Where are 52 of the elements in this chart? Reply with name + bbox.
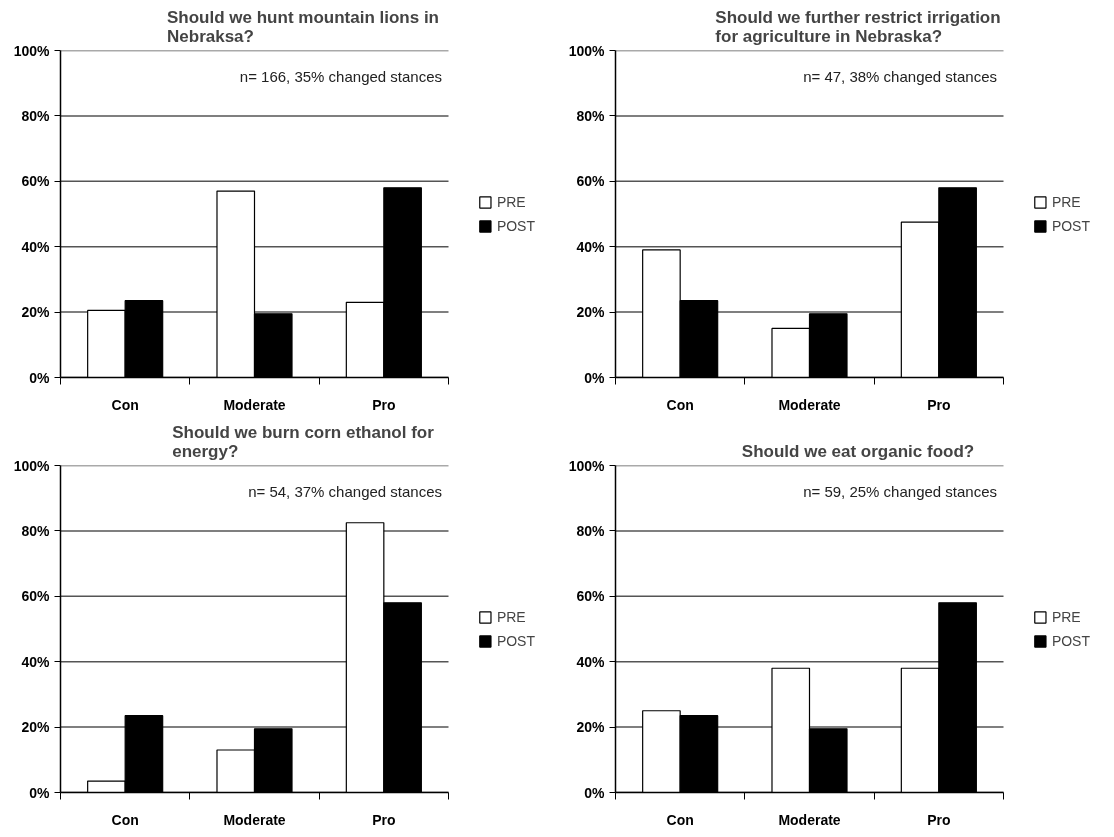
x-tick-label: Pro <box>372 396 396 413</box>
y-tick-label: 40% <box>576 653 606 670</box>
annotation: n= 59, 25% changed stances <box>803 483 998 501</box>
y-tick-label: 0% <box>29 784 51 801</box>
x-tick-label: Pro <box>372 811 396 828</box>
annotation: n= 47, 38% changed stances <box>803 68 998 86</box>
x-tick-label: Moderate <box>223 811 286 828</box>
y-tick-label: 80% <box>576 522 606 539</box>
x-tick-label: Moderate <box>778 396 841 413</box>
x-tick-label: Moderate <box>778 811 841 828</box>
legend-label: POST <box>496 217 535 234</box>
y-tick-label: 20% <box>576 719 606 736</box>
annotation: n= 166, 35% changed stances <box>239 68 443 86</box>
y-tick-label: 60% <box>21 588 51 605</box>
y-tick-label: 0% <box>584 784 606 801</box>
x-tick-label: Con <box>111 811 139 828</box>
y-tick-label: 20% <box>21 304 51 321</box>
chart-title: Should we burn corn ethanol for energy? <box>172 422 435 461</box>
y-tick-label: 20% <box>576 304 606 321</box>
legend-label: PRE <box>1051 608 1081 625</box>
y-tick-label: 100% <box>568 42 606 59</box>
y-tick-label: 100% <box>13 457 51 474</box>
y-tick-label: 40% <box>576 238 606 255</box>
y-tick-label: 80% <box>21 107 51 124</box>
x-tick-label: Moderate <box>223 396 286 413</box>
legend-label: POST <box>496 632 535 649</box>
y-tick-label: 60% <box>21 173 51 190</box>
legend-label: POST <box>1051 217 1090 234</box>
y-tick-label: 60% <box>576 173 606 190</box>
y-tick-label: 20% <box>21 719 51 736</box>
legend-label: POST <box>1051 632 1090 649</box>
y-tick-label: 0% <box>29 369 51 386</box>
y-tick-label: 40% <box>21 653 51 670</box>
y-tick-label: 40% <box>21 238 51 255</box>
legend-label: PRE <box>496 608 526 625</box>
legend-label: PRE <box>496 193 526 210</box>
y-tick-label: 80% <box>576 107 606 124</box>
x-tick-label: Con <box>666 396 694 413</box>
annotation: n= 54, 37% changed stances <box>248 483 443 501</box>
y-tick-label: 60% <box>576 588 606 605</box>
x-tick-label: Pro <box>927 396 951 413</box>
legend-label: PRE <box>1051 193 1081 210</box>
y-tick-label: 80% <box>21 522 51 539</box>
y-tick-label: 100% <box>568 457 606 474</box>
chart-title: Should we hunt mountain lions in Nebraksa? <box>167 7 439 46</box>
chart-title: Should we further restrict irrigation for agriculture in Nebraska? <box>715 7 1001 46</box>
x-tick-label: Pro <box>927 811 951 828</box>
chart-title: Should we eat organic food? <box>741 441 975 461</box>
x-tick-label: Con <box>666 811 694 828</box>
y-tick-label: 0% <box>584 369 606 386</box>
x-tick-label: Con <box>111 396 139 413</box>
y-tick-label: 100% <box>13 42 51 59</box>
